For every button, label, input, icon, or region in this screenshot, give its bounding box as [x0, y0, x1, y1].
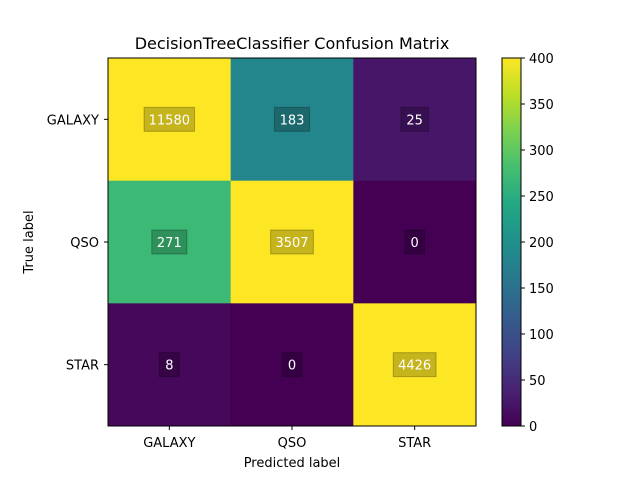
- colorbar-tick-label: 50: [529, 374, 546, 389]
- chart-title: DecisionTreeClassifier Confusion Matrix: [135, 34, 450, 53]
- cell-value-label: 3507: [275, 236, 308, 251]
- colorbar-tick-label: 350: [529, 98, 554, 113]
- cell-value-label: 183: [280, 113, 305, 128]
- cell-label-box: [281, 352, 303, 378]
- colorbar-tick-label: 150: [529, 282, 554, 297]
- y-axis-ticks: GALAXY QSO STAR: [47, 113, 108, 374]
- y-tick-label: GALAXY: [47, 113, 99, 128]
- cell-value-label: 4426: [398, 359, 431, 374]
- cell-label-box: [270, 229, 314, 255]
- cell-label-shade: [404, 229, 426, 255]
- cell-label-box: [273, 106, 311, 132]
- cell-label-shade: [281, 352, 303, 378]
- cell-value-label: 0: [288, 359, 296, 374]
- colorbar-tick-label: 200: [529, 236, 554, 251]
- cell-value-label: 0: [411, 236, 419, 251]
- x-tick-label: QSO: [278, 436, 307, 451]
- cell-label-shade: [158, 352, 180, 378]
- cell-value-labels: 11580 183 25 271 3507 0 8 0 4426: [143, 106, 437, 378]
- colorbar-tick-label: 100: [529, 328, 554, 343]
- colorbar-tick-label: 400: [529, 52, 554, 67]
- cell-label-box: [143, 106, 196, 132]
- colorbar: [501, 57, 522, 427]
- colorbar-tick-label: 250: [529, 190, 554, 205]
- cell-value-label: 11580: [149, 113, 190, 128]
- colorbar-tick-label: 300: [529, 144, 554, 159]
- y-tick-label: STAR: [66, 359, 99, 374]
- cell-label-box: [400, 106, 429, 132]
- cell-label-shade: [270, 229, 314, 255]
- x-tick-label: GALAXY: [143, 436, 195, 451]
- cell-label-box: [404, 229, 426, 255]
- colorbar-ticks: 0 50 100 150 200 250 300 350 400: [521, 52, 554, 435]
- cell-label-shade: [143, 106, 196, 132]
- y-tick-label: QSO: [70, 236, 99, 251]
- x-axis-ticks: GALAXY QSO STAR: [143, 426, 431, 451]
- cell-value-label: 271: [157, 236, 182, 251]
- cell-label-shade: [400, 106, 429, 132]
- colorbar-tick-label: 0: [529, 420, 537, 435]
- cell-label-shade: [392, 352, 437, 378]
- cell-value-label: 25: [406, 113, 423, 128]
- cell-label-box: [158, 352, 180, 378]
- cell-label-box: [392, 352, 437, 378]
- y-axis-label: True label: [22, 210, 37, 274]
- cell-label-box: [151, 229, 188, 255]
- cell-label-shade: [151, 229, 188, 255]
- cell-value-label: 8: [165, 359, 173, 374]
- x-axis-label: Predicted label: [244, 456, 341, 471]
- cell-label-shade: [273, 106, 311, 132]
- x-tick-label: STAR: [398, 436, 431, 451]
